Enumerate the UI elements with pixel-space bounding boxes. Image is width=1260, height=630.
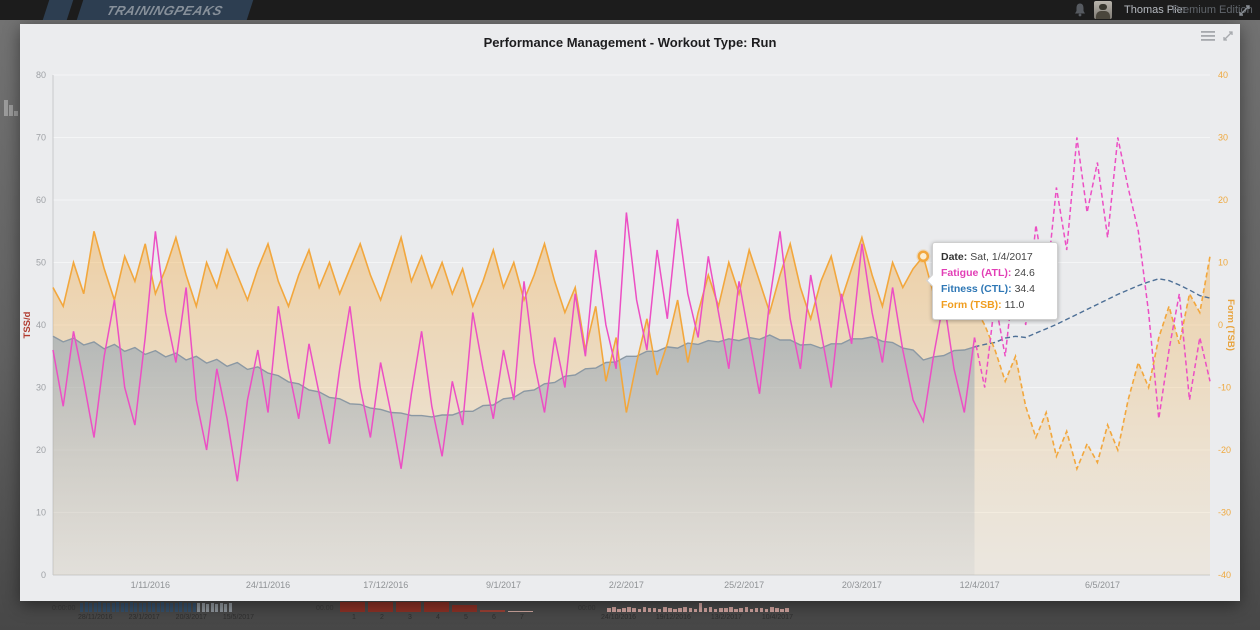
chart-tooltip: Date: Sat, 1/4/2017 Fatigue (ATL): 24.6 Fi… bbox=[932, 242, 1058, 320]
right-axis-tick-label: 0 bbox=[1218, 320, 1223, 330]
x-axis-tick-label: 24/11/2016 bbox=[246, 580, 290, 590]
x-axis-tick-label: 1/11/2016 bbox=[131, 580, 170, 590]
logo-sliver bbox=[42, 0, 74, 20]
right-axis-tick-label: 30 bbox=[1218, 133, 1228, 143]
right-axis-title: Form (TSB) bbox=[1225, 299, 1236, 351]
left-axis-tick-label: 10 bbox=[36, 508, 46, 518]
user-avatar[interactable] bbox=[1094, 1, 1112, 19]
right-axis-tick-label: 40 bbox=[1218, 70, 1228, 80]
right-axis-tick-label: -40 bbox=[1218, 570, 1231, 580]
brand-text: TRAININGPEAKS bbox=[104, 2, 226, 18]
mini-barchart-icon bbox=[4, 100, 18, 116]
pmc-chart-panel: Performance Management - Workout Type: R… bbox=[20, 24, 1240, 601]
left-axis-tick-label: 60 bbox=[36, 195, 46, 205]
right-axis-tick-label: 20 bbox=[1218, 195, 1228, 205]
mini-chart-axis-labels: 24/10/2016 19/12/2016 13/2/2017 10/4/2017 bbox=[601, 614, 793, 621]
right-axis-tick-label: -30 bbox=[1218, 508, 1231, 518]
trainingpeaks-logo[interactable]: TRAININGPEAKS bbox=[76, 0, 254, 20]
left-axis-title: TSS/d bbox=[22, 311, 33, 338]
tooltip-atl-label: Fatigue (ATL): bbox=[941, 267, 1012, 279]
x-axis-tick-label: 25/2/2017 bbox=[724, 580, 764, 590]
hover-marker[interactable] bbox=[917, 250, 930, 262]
left-axis-tick-label: 20 bbox=[36, 445, 46, 455]
left-axis-tick-label: 0 bbox=[41, 570, 46, 580]
user-name[interactable]: Thomas Pier bbox=[1124, 4, 1187, 16]
x-axis-tick-label: 9/1/2017 bbox=[486, 580, 521, 590]
tooltip-ctl-value: 34.4 bbox=[1014, 283, 1036, 295]
tsb-line-past bbox=[52, 231, 976, 413]
left-axis-tick-label: 40 bbox=[36, 320, 46, 330]
x-axis-tick-label: 20/3/2017 bbox=[842, 580, 882, 590]
x-axis-tick-label: 6/5/2017 bbox=[1085, 580, 1120, 590]
chart-menu-icon[interactable] bbox=[1201, 30, 1215, 42]
tooltip-date-value: Sat, 1/4/2017 bbox=[970, 251, 1033, 263]
right-axis-tick-label: -20 bbox=[1218, 445, 1231, 455]
ctl-area-fill bbox=[53, 335, 975, 575]
mini-chart-value-label: 00:00 bbox=[578, 605, 596, 612]
atl-line-past bbox=[52, 212, 976, 482]
x-axis-tick-label: 12/4/2017 bbox=[960, 580, 1000, 590]
mini-chart-value-label: 0:00:00 bbox=[52, 605, 76, 612]
left-axis-tick-label: 30 bbox=[36, 383, 46, 393]
x-axis-tick-label: 17/12/2016 bbox=[363, 580, 408, 590]
notifications-bell-icon[interactable] bbox=[1073, 2, 1087, 18]
edition-label: Premium Edition bbox=[1172, 4, 1253, 16]
tooltip-ctl-label: Fitness (CTL): bbox=[941, 283, 1012, 295]
left-axis-tick-label: 70 bbox=[36, 133, 46, 143]
left-axis-tick-label: 50 bbox=[36, 258, 46, 268]
tooltip-tsb-label: Form (TSB): bbox=[941, 299, 1002, 311]
top-navbar: TRAININGPEAKS Thomas Pier Premium Editio… bbox=[0, 0, 1260, 20]
mini-chart-bars bbox=[340, 600, 536, 612]
tooltip-tsb-value: 11.0 bbox=[1004, 299, 1025, 311]
chart-title: Performance Management - Workout Type: R… bbox=[483, 35, 777, 50]
chart-expand-icon[interactable] bbox=[1222, 30, 1234, 42]
left-axis-tick-label: 80 bbox=[36, 70, 46, 80]
ctl-line-future bbox=[974, 278, 1211, 348]
tooltip-date-label: Date: bbox=[941, 251, 968, 263]
tsb-line-future bbox=[973, 256, 1211, 472]
mini-chart-value-label: 00.00 bbox=[316, 605, 334, 612]
x-axis-tick-label: 2/2/2017 bbox=[609, 580, 644, 590]
mini-chart-bars bbox=[80, 600, 233, 612]
mini-chart-bars bbox=[607, 600, 790, 612]
tooltip-atl-value: 24.6 bbox=[1014, 267, 1035, 279]
fullscreen-expand-icon[interactable] bbox=[1238, 4, 1251, 17]
mini-chart-axis-labels: 28/11/2016 23/1/2017 20/3/2017 15/5/2017 bbox=[78, 614, 254, 621]
right-axis-tick-label: -10 bbox=[1218, 383, 1231, 393]
pmc-chart[interactable]: 0 -40 10 -30 20 -20 30 -10 40 0 50 10 60 20 70 30 80 40 1/… bbox=[20, 24, 1240, 601]
right-axis-tick-label: 10 bbox=[1218, 258, 1228, 268]
